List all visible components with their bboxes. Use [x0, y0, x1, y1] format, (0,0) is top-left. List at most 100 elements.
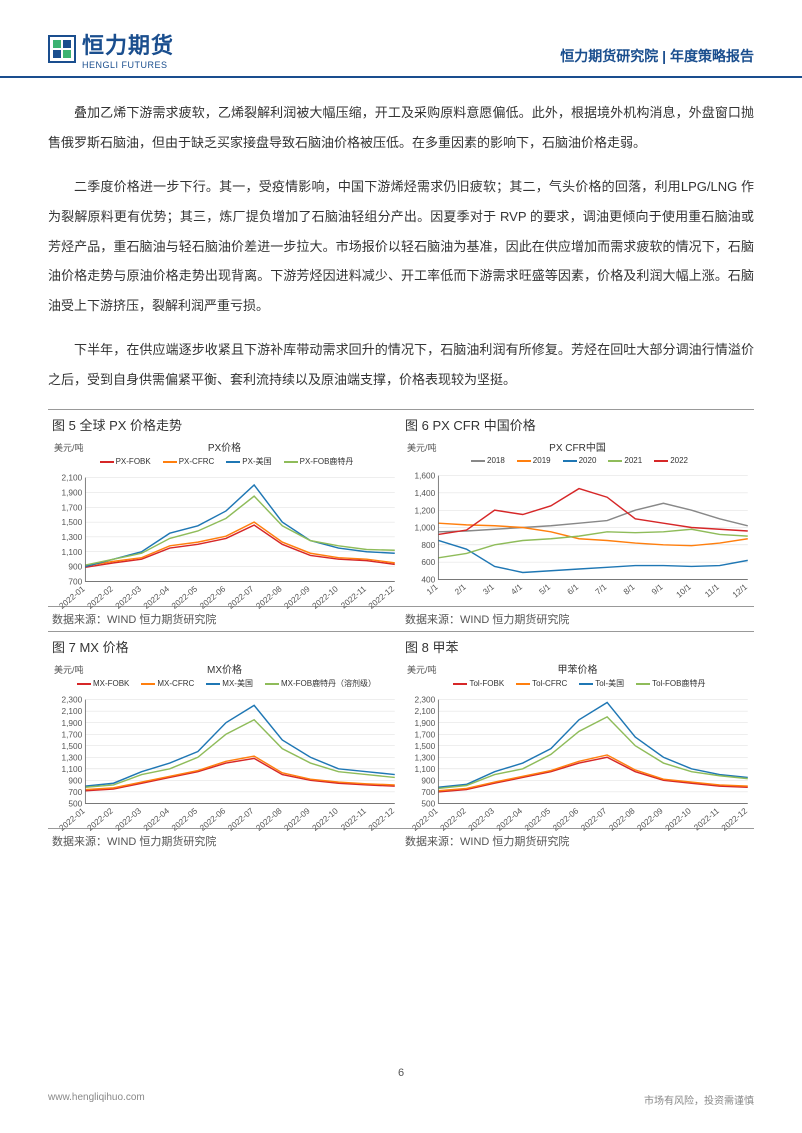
chart-7-block: 图 7 MX 价格 美元/吨 MX价格 MX-FOBKMX-CFRCMX-美国M…: [48, 631, 401, 853]
svg-text:1,700: 1,700: [61, 502, 82, 512]
chart-7-title: 图 7 MX 价格: [48, 632, 401, 661]
chart-6-block: 图 6 PX CFR 中国价格 美元/吨 PX CFR中国 2018201920…: [401, 409, 754, 631]
svg-text:2,300: 2,300: [61, 695, 82, 705]
chart-6-title: 图 6 PX CFR 中国价格: [401, 410, 754, 439]
svg-text:600: 600: [421, 557, 435, 567]
svg-text:700: 700: [68, 787, 82, 797]
chart-7-svg: 5007009001,1001,3001,5001,7001,9002,1002…: [48, 691, 401, 839]
svg-text:2022-12: 2022-12: [366, 583, 396, 610]
svg-text:2022-09: 2022-09: [635, 805, 665, 832]
svg-text:2022-08: 2022-08: [254, 583, 284, 610]
svg-text:11/1: 11/1: [703, 581, 722, 599]
svg-text:2022-09: 2022-09: [282, 805, 312, 832]
paragraph-3: 下半年，在供应端逐步收紧且下游补库带动需求回升的情况下，石脑油利润有所修复。芳烃…: [48, 335, 754, 395]
header-subtitle: 恒力期货研究院 | 年度策略报告: [560, 46, 754, 70]
chart-7-ytitle: 美元/吨: [54, 663, 84, 676]
svg-text:4/1: 4/1: [509, 581, 525, 596]
chart-5-area: 美元/吨 PX价格 PX-FOBKPX-CFRCPX-美国PX-FOB鹿特丹 7…: [48, 439, 401, 607]
svg-text:2022-03: 2022-03: [466, 805, 496, 832]
svg-text:1,300: 1,300: [61, 752, 82, 762]
svg-text:2022-06: 2022-06: [551, 805, 581, 832]
svg-text:2022-11: 2022-11: [339, 583, 369, 610]
svg-text:2022-08: 2022-08: [254, 805, 284, 832]
svg-text:2022-03: 2022-03: [113, 805, 143, 832]
chart-7-ctitle: MX价格: [48, 661, 401, 676]
chart-8-svg: 5007009001,1001,3001,5001,7001,9002,1002…: [401, 691, 754, 839]
chart-6-area: 美元/吨 PX CFR中国 20182019202020212022 40060…: [401, 439, 754, 607]
svg-text:1,900: 1,900: [61, 718, 82, 728]
footer-url: www.hengliqihuo.com: [48, 1092, 145, 1107]
svg-text:2022-03: 2022-03: [113, 583, 143, 610]
chart-8-title: 图 8 甲苯: [401, 632, 754, 661]
svg-text:900: 900: [68, 562, 82, 572]
svg-text:8/1: 8/1: [621, 581, 637, 596]
footer-risk: 市场有风险，投资需谨慎: [644, 1092, 754, 1107]
svg-text:10/1: 10/1: [674, 581, 693, 599]
chart-8-ytitle: 美元/吨: [407, 663, 437, 676]
svg-text:12/1: 12/1: [730, 581, 749, 599]
svg-text:2022-05: 2022-05: [522, 805, 552, 832]
chart-6-ctitle: PX CFR中国: [401, 439, 754, 454]
svg-text:2/1: 2/1: [453, 581, 469, 596]
chart-8-area: 美元/吨 甲苯价格 Tol-FOBKTol-CFRCTol-美国Tol-FOB鹿…: [401, 661, 754, 829]
chart-7-legend: MX-FOBKMX-CFRCMX-美国MX-FOB鹿特丹（溶剂级）: [48, 676, 401, 691]
svg-text:9/1: 9/1: [649, 581, 665, 596]
svg-text:3/1: 3/1: [481, 581, 497, 596]
svg-text:2022-07: 2022-07: [226, 583, 256, 610]
svg-text:1,900: 1,900: [414, 718, 435, 728]
svg-text:1,700: 1,700: [414, 729, 435, 739]
svg-text:1,100: 1,100: [414, 764, 435, 774]
chart-8-ctitle: 甲苯价格: [401, 661, 754, 676]
chart-5-ytitle: 美元/吨: [54, 441, 84, 454]
charts-grid: 图 5 全球 PX 价格走势 美元/吨 PX价格 PX-FOBKPX-CFRCP…: [48, 409, 754, 853]
logo-block: 恒力期货 HENGLI FUTURES: [48, 28, 174, 70]
svg-text:700: 700: [421, 787, 435, 797]
chart-5-legend: PX-FOBKPX-CFRCPX-美国PX-FOB鹿特丹: [48, 454, 401, 469]
svg-text:2022-04: 2022-04: [494, 805, 524, 832]
logo-text: 恒力期货 HENGLI FUTURES: [82, 28, 174, 70]
chart-6-svg: 4006008001,0001,2001,4001,6001/12/13/14/…: [401, 467, 754, 615]
svg-text:2,300: 2,300: [414, 695, 435, 705]
svg-text:1,200: 1,200: [414, 505, 435, 515]
svg-text:800: 800: [421, 540, 435, 550]
page-footer: www.hengliqihuo.com 市场有风险，投资需谨慎: [48, 1092, 754, 1107]
svg-text:2022-09: 2022-09: [282, 583, 312, 610]
svg-text:2022-02: 2022-02: [85, 583, 115, 610]
chart-6-ytitle: 美元/吨: [407, 441, 437, 454]
svg-text:2022-12: 2022-12: [719, 805, 749, 832]
svg-text:2022-01: 2022-01: [57, 805, 87, 832]
svg-text:1,100: 1,100: [61, 764, 82, 774]
chart-7-area: 美元/吨 MX价格 MX-FOBKMX-CFRCMX-美国MX-FOB鹿特丹（溶…: [48, 661, 401, 829]
svg-text:2,100: 2,100: [61, 706, 82, 716]
svg-text:2022-04: 2022-04: [141, 805, 171, 832]
svg-text:1,300: 1,300: [61, 532, 82, 542]
chart-8-block: 图 8 甲苯 美元/吨 甲苯价格 Tol-FOBKTol-CFRCTol-美国T…: [401, 631, 754, 853]
chart-5-title: 图 5 全球 PX 价格走势: [48, 410, 401, 439]
body-content: 叠加乙烯下游需求疲软，乙烯裂解利润被大幅压缩，开工及采购原料意愿偏低。此外，根据…: [0, 78, 802, 863]
chart-5-ctitle: PX价格: [48, 439, 401, 454]
svg-text:2022-06: 2022-06: [198, 583, 228, 610]
chart-5-svg: 7009001,1001,3001,5001,7001,9002,1002022…: [48, 469, 401, 617]
svg-text:2022-04: 2022-04: [141, 583, 171, 610]
svg-text:2022-05: 2022-05: [169, 805, 199, 832]
page-number: 6: [0, 1067, 802, 1079]
svg-text:2022-10: 2022-10: [310, 805, 340, 832]
svg-text:1,300: 1,300: [414, 752, 435, 762]
svg-text:2022-11: 2022-11: [339, 805, 369, 832]
svg-text:2022-02: 2022-02: [85, 805, 115, 832]
svg-text:2022-07: 2022-07: [226, 805, 256, 832]
paragraph-1: 叠加乙烯下游需求疲软，乙烯裂解利润被大幅压缩，开工及采购原料意愿偏低。此外，根据…: [48, 98, 754, 158]
svg-text:1,900: 1,900: [61, 488, 82, 498]
svg-text:2022-06: 2022-06: [198, 805, 228, 832]
svg-text:6/1: 6/1: [565, 581, 581, 596]
svg-text:900: 900: [68, 775, 82, 785]
svg-text:2,100: 2,100: [61, 473, 82, 483]
svg-text:1,500: 1,500: [61, 517, 82, 527]
svg-text:1,400: 1,400: [414, 488, 435, 498]
logo-cn: 恒力期货: [82, 28, 174, 60]
chart-5-block: 图 5 全球 PX 价格走势 美元/吨 PX价格 PX-FOBKPX-CFRCP…: [48, 409, 401, 631]
svg-text:1,500: 1,500: [61, 741, 82, 751]
svg-text:1,100: 1,100: [61, 547, 82, 557]
svg-text:5/1: 5/1: [537, 581, 553, 596]
logo-en: HENGLI FUTURES: [82, 60, 174, 70]
